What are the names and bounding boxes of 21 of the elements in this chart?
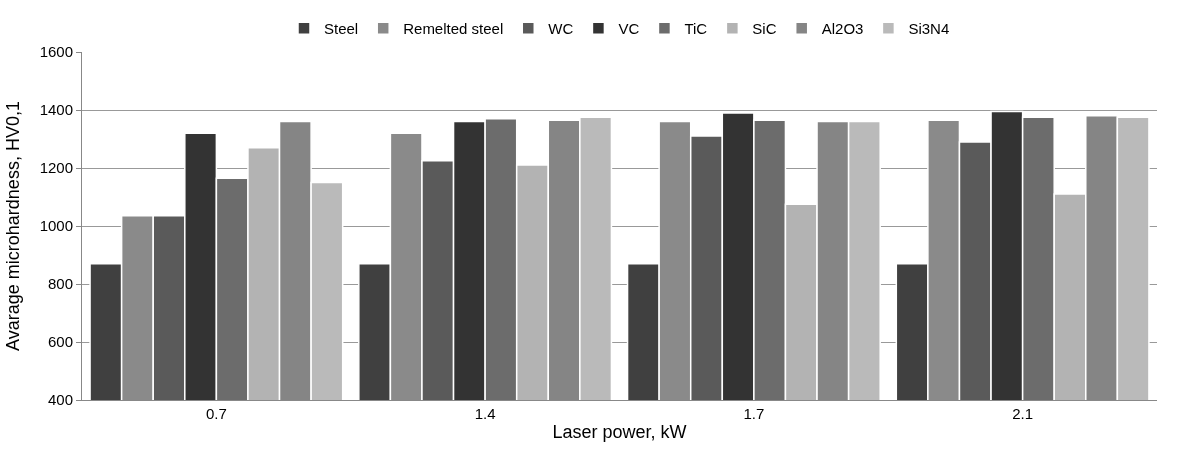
y-tick-label: 1400: [39, 101, 73, 119]
x-axis-title: Laser power, kW: [552, 422, 687, 443]
y-tick-label: 1600: [39, 43, 73, 61]
y-tick-label: 400: [47, 391, 73, 409]
legend-label: SiC: [752, 20, 777, 38]
legend-label: WC: [548, 20, 574, 38]
y-tick-label: 1200: [39, 159, 73, 177]
legend-label: Remelted steel: [403, 20, 504, 38]
y-tick-label: 1000: [39, 217, 73, 235]
y-axis-title: Avarage microhardness, HV0,1: [2, 101, 23, 351]
legend-label: TiC: [684, 20, 708, 38]
x-tick-label: 1.4: [474, 405, 496, 422]
legend-label: Al2O3: [821, 20, 864, 38]
x-tick-label: 1.7: [743, 405, 765, 422]
x-tick-label: 2.1: [1012, 405, 1034, 422]
x-tick-label: 0.7: [205, 405, 227, 422]
y-tick-label: 600: [47, 333, 73, 351]
legend-label: Steel: [324, 20, 359, 38]
legend-label: Si3N4: [908, 20, 950, 38]
y-tick-label: 800: [47, 275, 73, 293]
legend-label: VC: [618, 20, 640, 38]
